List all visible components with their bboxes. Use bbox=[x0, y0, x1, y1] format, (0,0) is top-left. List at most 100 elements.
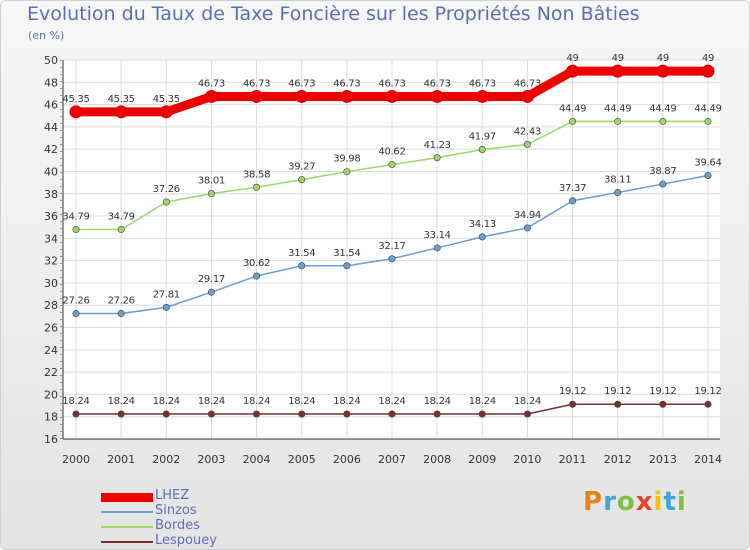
data-label: 39.64 bbox=[694, 157, 721, 168]
chart-unit-label: (en %) bbox=[28, 29, 65, 42]
brand-letter: x bbox=[635, 487, 654, 517]
data-label: 46.73 bbox=[198, 78, 225, 89]
legend-swatch bbox=[101, 492, 153, 502]
data-label: 39.27 bbox=[288, 162, 315, 173]
data-label: 46.73 bbox=[378, 78, 405, 89]
data-label: 45.35 bbox=[153, 94, 180, 105]
data-point bbox=[343, 168, 351, 176]
data-point bbox=[701, 64, 715, 78]
data-point bbox=[659, 180, 667, 188]
legend-label: Bordes bbox=[155, 518, 201, 533]
x-tick-label: 2003 bbox=[197, 453, 225, 466]
x-tick-label: 2000 bbox=[62, 453, 90, 466]
data-label: 37.26 bbox=[153, 184, 180, 195]
x-tick-label: 2013 bbox=[649, 453, 677, 466]
x-tick-label: 2002 bbox=[152, 453, 180, 466]
data-point bbox=[475, 89, 489, 103]
legend-label: LHEZ bbox=[155, 488, 190, 503]
data-label: 49 bbox=[657, 53, 669, 64]
data-label: 46.73 bbox=[243, 78, 270, 89]
y-tick-label: 36 bbox=[44, 210, 58, 223]
data-point bbox=[159, 105, 173, 119]
data-label: 38.11 bbox=[604, 175, 631, 186]
data-label: 49 bbox=[612, 53, 624, 64]
y-tick-label: 48 bbox=[44, 76, 58, 89]
data-label: 29.17 bbox=[198, 274, 225, 285]
data-label: 34.79 bbox=[62, 212, 89, 223]
x-tick-label: 2005 bbox=[288, 453, 316, 466]
data-point bbox=[659, 117, 667, 125]
data-label: 46.73 bbox=[288, 78, 315, 89]
data-point bbox=[433, 410, 441, 418]
x-tick-label: 2007 bbox=[378, 453, 406, 466]
x-tick-label: 2009 bbox=[468, 453, 496, 466]
y-tick-label: 34 bbox=[44, 232, 58, 245]
data-point bbox=[295, 89, 309, 103]
data-point bbox=[298, 410, 306, 418]
data-point bbox=[162, 198, 170, 206]
data-point bbox=[433, 244, 441, 252]
data-label: 27.81 bbox=[153, 289, 180, 300]
data-point bbox=[207, 288, 215, 296]
legend-swatch bbox=[101, 526, 153, 528]
y-tick-label: 42 bbox=[44, 143, 58, 156]
data-label: 19.12 bbox=[559, 386, 586, 397]
legend-item-lhez: LHEZ bbox=[101, 488, 301, 504]
brand-letter: t bbox=[663, 487, 677, 517]
data-label: 37.37 bbox=[559, 183, 586, 194]
data-label: 46.73 bbox=[333, 78, 360, 89]
data-label: 49 bbox=[702, 53, 714, 64]
data-label: 44.49 bbox=[694, 103, 721, 114]
x-tick-label: 2008 bbox=[423, 453, 451, 466]
legend-swatch bbox=[101, 541, 153, 543]
data-point bbox=[569, 400, 577, 408]
data-point bbox=[433, 154, 441, 162]
data-label: 27.26 bbox=[108, 295, 135, 306]
y-tick-label: 46 bbox=[44, 99, 58, 112]
data-label: 19.12 bbox=[604, 386, 631, 397]
legend-label: Sinzos bbox=[155, 503, 197, 518]
data-point bbox=[614, 117, 622, 125]
data-point bbox=[253, 410, 261, 418]
data-point bbox=[204, 89, 218, 103]
chart-title: Evolution du Taux de Taxe Foncière sur l… bbox=[27, 3, 640, 25]
data-point bbox=[478, 233, 486, 241]
data-point bbox=[520, 89, 534, 103]
y-tick-label: 40 bbox=[44, 165, 58, 178]
data-point bbox=[207, 410, 215, 418]
data-point bbox=[704, 171, 712, 179]
data-label: 34.94 bbox=[514, 210, 541, 221]
data-point bbox=[298, 262, 306, 270]
line-chart: 16 18 20 22 24 26 28 30 32 34 36 38 40 42 44 46 48 50 2000… bbox=[44, 53, 722, 466]
data-point bbox=[566, 64, 580, 78]
legend-item-sinzos: Sinzos bbox=[101, 503, 301, 519]
x-tick-label: 2004 bbox=[243, 453, 271, 466]
data-label: 38.01 bbox=[198, 176, 225, 187]
data-label: 31.54 bbox=[333, 248, 360, 259]
data-point bbox=[72, 309, 80, 317]
y-tick-label: 38 bbox=[44, 188, 58, 201]
y-tick-label: 26 bbox=[44, 322, 58, 335]
x-tick-label: 2001 bbox=[107, 453, 135, 466]
data-point bbox=[656, 64, 670, 78]
data-point bbox=[388, 255, 396, 263]
data-point bbox=[253, 183, 261, 191]
data-label: 18.24 bbox=[333, 396, 360, 407]
data-point bbox=[523, 410, 531, 418]
data-label: 18.24 bbox=[288, 396, 315, 407]
data-point bbox=[614, 189, 622, 197]
data-label: 39.98 bbox=[333, 154, 360, 165]
y-tick-label: 18 bbox=[44, 411, 58, 424]
legend-label: Lespouey bbox=[155, 533, 217, 548]
brand-letter: i bbox=[653, 487, 664, 517]
data-label: 41.23 bbox=[424, 140, 451, 151]
data-point bbox=[523, 140, 531, 148]
data-label: 18.24 bbox=[153, 396, 180, 407]
data-point bbox=[569, 197, 577, 205]
data-label: 18.24 bbox=[469, 396, 496, 407]
data-label: 18.24 bbox=[514, 396, 541, 407]
data-label: 46.73 bbox=[424, 78, 451, 89]
data-point bbox=[388, 161, 396, 169]
data-point bbox=[523, 224, 531, 232]
brand-letter: o bbox=[616, 487, 636, 517]
